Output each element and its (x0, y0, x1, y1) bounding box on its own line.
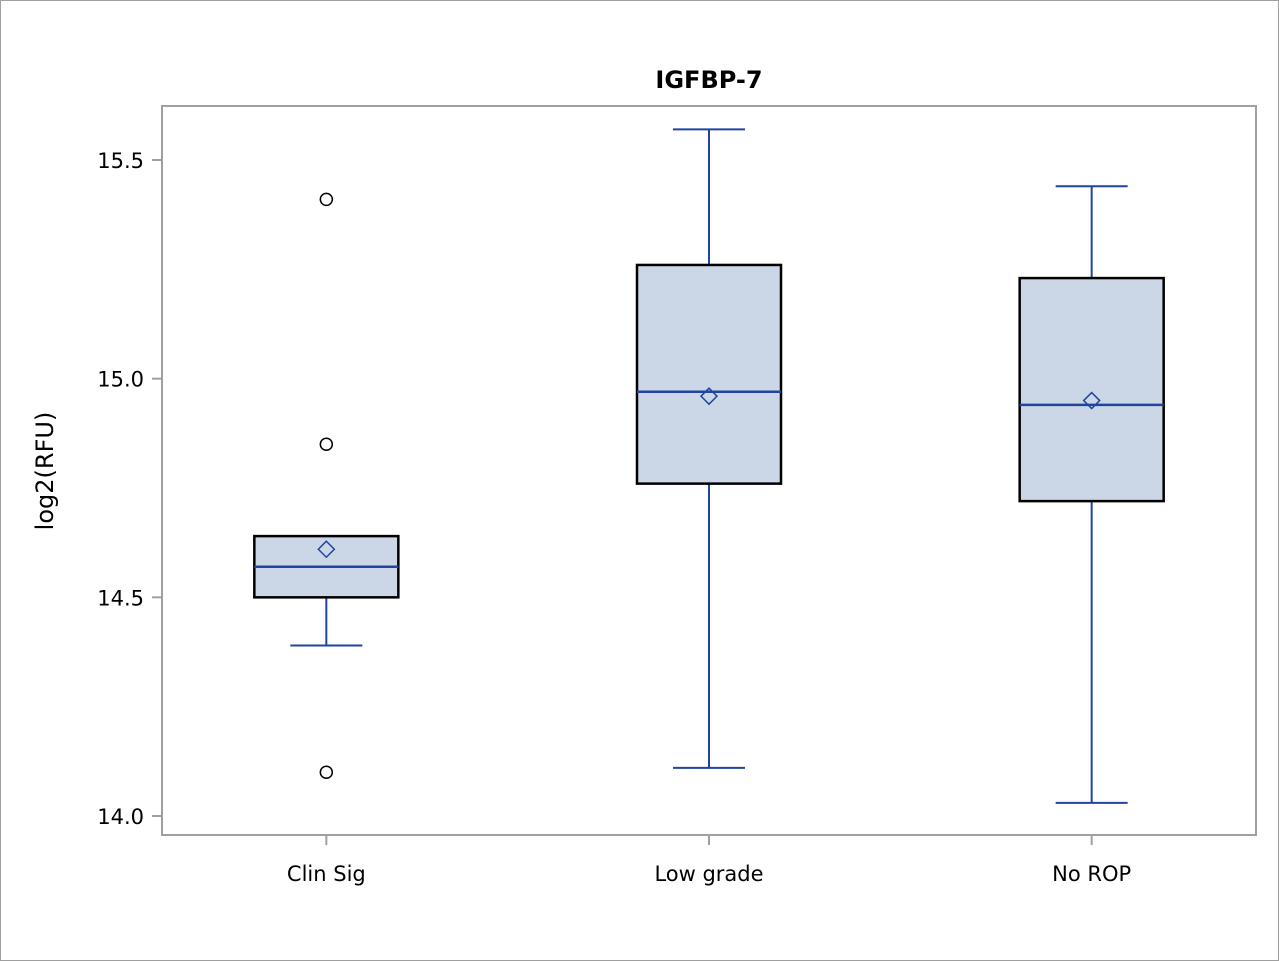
outlier-point (319, 437, 334, 452)
outlier-point (319, 192, 334, 207)
mean-marker (699, 387, 719, 406)
box-iqr (1018, 276, 1165, 503)
outlier-point (319, 765, 334, 780)
y-tick-label: 15.0 (97, 368, 144, 392)
y-tick-label: 15.5 (97, 149, 144, 173)
y-tick-label: 14.5 (97, 586, 144, 610)
box-group (635, 128, 783, 769)
x-tick-label: Low grade (654, 862, 763, 886)
chart-title: IGFBP-7 (655, 66, 762, 94)
x-tick-label: No ROP (1052, 862, 1131, 886)
y-tick-label: 14.0 (97, 805, 144, 829)
box-group (253, 192, 400, 780)
box-iqr (635, 263, 783, 485)
x-tick-label: Clin Sig (287, 862, 366, 886)
x-axis-ticks: Clin Sig Low grade No ROP (287, 835, 1131, 886)
box-group (1018, 185, 1165, 804)
boxplot-series (253, 128, 1165, 804)
mean-marker (317, 540, 336, 559)
mean-marker (1082, 391, 1101, 410)
y-axis-label: log2(RFU) (31, 412, 59, 531)
y-axis-ticks: 14.0 14.5 15.0 15.5 (97, 149, 162, 829)
